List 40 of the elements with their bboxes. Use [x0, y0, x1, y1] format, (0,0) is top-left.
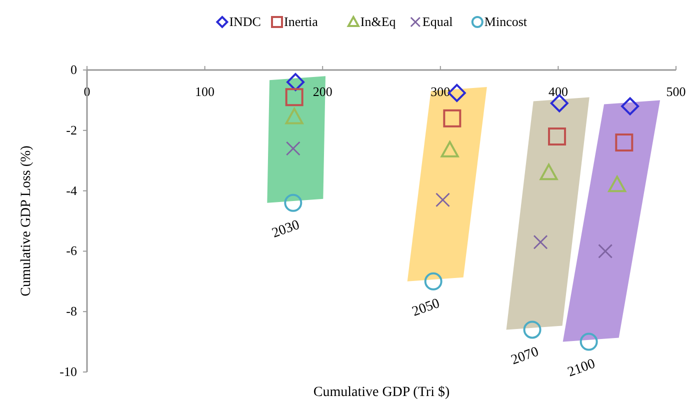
point	[284, 194, 302, 212]
annotation: 2100	[566, 356, 598, 380]
point	[580, 332, 598, 351]
x-tick-label: 400	[548, 84, 568, 99]
point	[540, 164, 558, 180]
x-tick-label: 500	[666, 84, 686, 99]
legend-label: In&Eq	[360, 14, 396, 29]
x-tick-label: 100	[195, 84, 215, 99]
y-tick-label: -8	[66, 304, 77, 319]
point	[285, 108, 304, 124]
point	[523, 320, 542, 339]
point	[285, 88, 304, 106]
x-axis-title: Cumulative GDP (Tri $)	[313, 385, 450, 400]
x-tick-label: 300	[430, 84, 450, 99]
y-tick-label: -6	[66, 243, 78, 258]
y-tick-label: -2	[66, 122, 77, 138]
y-axis-title: Cumulative GDP Loss (%)	[19, 145, 34, 296]
annotation: 2030	[270, 218, 302, 242]
legend-label: Inertia	[284, 14, 318, 29]
point	[598, 244, 613, 258]
annotation: 2070	[509, 344, 541, 368]
y-tick-label: -10	[60, 364, 77, 379]
point	[608, 176, 626, 192]
point	[621, 97, 640, 116]
point	[443, 109, 462, 128]
point	[533, 234, 548, 250]
point	[436, 192, 450, 208]
point	[440, 141, 459, 158]
point	[424, 272, 442, 290]
legend-label: Mincost	[484, 14, 528, 29]
annotation: 2050	[410, 296, 442, 320]
point	[548, 127, 566, 146]
legend-label: Equal	[422, 14, 454, 29]
y-tick-label: -4	[66, 182, 78, 198]
y-tick-label: 0	[70, 62, 77, 77]
point	[448, 84, 466, 102]
point	[286, 141, 300, 156]
point	[286, 73, 305, 92]
point	[615, 133, 634, 152]
legend-label: INDC	[229, 14, 261, 29]
